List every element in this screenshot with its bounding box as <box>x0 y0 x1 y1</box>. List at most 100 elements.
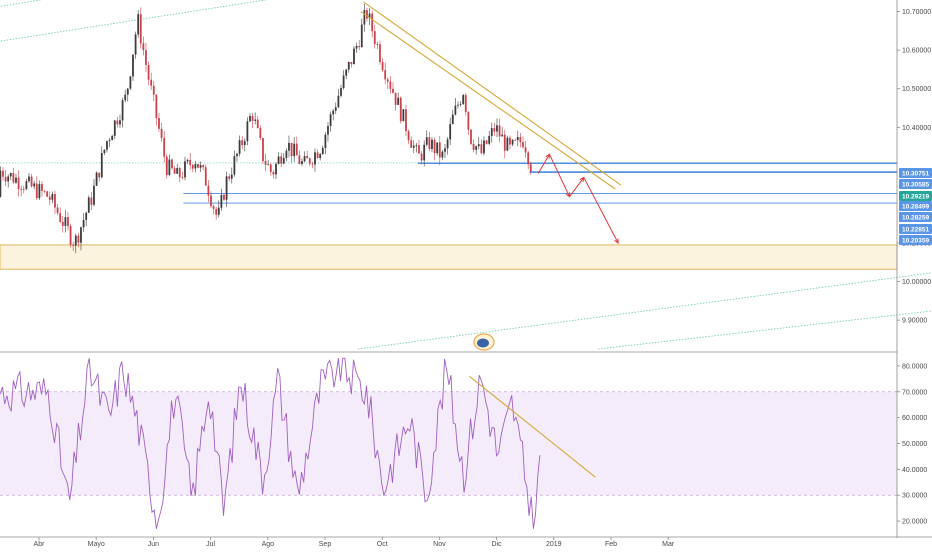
time-tick-label: Sep <box>319 541 332 548</box>
candle-body <box>295 143 298 156</box>
candle-body <box>233 156 236 175</box>
candle-body <box>485 140 488 144</box>
candle-body <box>212 206 215 209</box>
candle-body <box>493 128 496 132</box>
candle-body <box>220 194 223 208</box>
projection-arrow-segment <box>549 154 570 197</box>
candle-body <box>7 176 10 182</box>
candle-body <box>145 50 147 65</box>
candle-body <box>142 43 145 51</box>
candle-body <box>241 140 244 146</box>
candle-body <box>319 154 322 158</box>
candle-body <box>197 164 199 168</box>
candle-body <box>285 150 288 158</box>
candle-body <box>462 95 465 104</box>
candle-body <box>98 172 101 178</box>
candle-body <box>371 13 374 32</box>
price-marker-tag: 10.30751 <box>899 168 932 178</box>
rsi-pane[interactable] <box>0 357 897 529</box>
time-tick-label: Mayo <box>88 541 105 548</box>
rsi-tick-label: 80.0000 <box>902 363 927 370</box>
candle-body <box>503 134 506 151</box>
candle-body <box>381 61 384 71</box>
candle-body <box>262 138 264 161</box>
candle-body <box>345 69 348 76</box>
candle-body <box>418 145 420 154</box>
price-pane[interactable] <box>0 0 932 353</box>
candle-body <box>155 94 158 119</box>
candle-body <box>275 163 277 175</box>
candle-body <box>126 88 129 95</box>
candle-body <box>230 174 233 179</box>
rsi-tick-label: 70.0000 <box>902 389 927 396</box>
candle-body <box>496 125 498 132</box>
candle-body <box>516 137 519 141</box>
candle-body <box>386 79 389 82</box>
candle-body <box>80 227 82 243</box>
candle-body <box>152 85 155 95</box>
candle-body <box>457 104 459 106</box>
time-tick-label: Dic <box>492 541 503 548</box>
projection-arrow-segment <box>569 177 585 198</box>
candle-body <box>111 135 114 141</box>
candle-body <box>298 155 301 164</box>
price-tick-label: 9.90000 <box>902 318 927 325</box>
candle-body <box>350 62 353 65</box>
candle-body <box>243 141 246 146</box>
candle-body <box>168 159 171 176</box>
candle-body <box>522 142 524 148</box>
candle-body <box>529 164 532 172</box>
projection-arrow-segment <box>537 154 550 174</box>
candle-body <box>194 164 197 169</box>
candle-body <box>446 139 449 149</box>
candle-body <box>69 226 72 245</box>
candle-body <box>72 244 75 246</box>
candle-body <box>428 137 431 149</box>
candle-body <box>399 97 402 122</box>
candle-body <box>225 176 228 200</box>
candle-body <box>415 145 418 147</box>
candle-body <box>210 195 212 207</box>
candle-body <box>433 139 436 154</box>
candle-body <box>267 164 270 166</box>
logo-center <box>477 338 489 348</box>
rsi-line <box>0 357 541 529</box>
time-tick-label: Ago <box>262 541 275 548</box>
candle-body <box>100 153 103 178</box>
rsi-tick-label: 50.0000 <box>902 441 927 448</box>
candle-body <box>113 120 116 136</box>
time-tick-label: Mar <box>662 541 675 548</box>
candle-body <box>87 197 90 213</box>
candle-body <box>423 144 426 161</box>
candle-body <box>444 148 446 152</box>
candle-body <box>334 107 337 111</box>
candle-body <box>160 128 163 138</box>
candle-body <box>0 170 2 197</box>
candle-body <box>288 142 290 151</box>
price-marker-tag: 10.22851 <box>899 224 932 234</box>
candle-body <box>25 181 28 190</box>
candle-body <box>264 160 267 165</box>
candle-body <box>150 79 153 86</box>
price-tick-label: 10.40000 <box>902 125 931 132</box>
rsi-band <box>0 391 897 496</box>
candle-body <box>134 34 137 55</box>
candle-body <box>215 208 218 215</box>
candle-body <box>51 194 54 200</box>
price-tick-label: 10.70000 <box>902 9 931 16</box>
candle-body <box>488 135 491 144</box>
candle-body <box>464 95 467 112</box>
candle-body <box>171 159 173 169</box>
candle-body <box>470 129 472 144</box>
candle-body <box>376 44 379 45</box>
candle-body <box>405 109 407 132</box>
candle-body <box>269 164 272 172</box>
price-marker-tag-bg <box>899 212 932 222</box>
candle-body <box>9 173 12 177</box>
rsi-tick-label: 60.0000 <box>902 415 927 422</box>
candle-body <box>511 139 514 145</box>
projection-path <box>537 153 619 245</box>
candle-body <box>256 119 259 128</box>
